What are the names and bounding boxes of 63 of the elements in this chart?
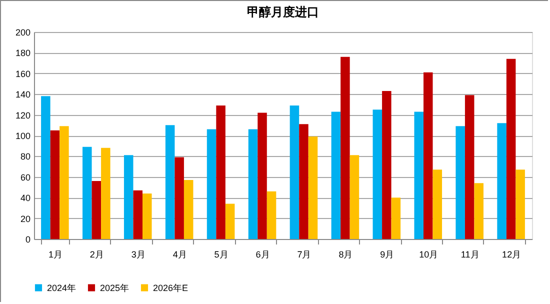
- bar: [101, 148, 110, 239]
- bar: [506, 58, 516, 239]
- bar: [516, 170, 525, 239]
- bar: [41, 96, 50, 239]
- x-tick-label: 7月: [297, 250, 312, 260]
- bar: [424, 72, 433, 239]
- legend-label: 2024年: [47, 282, 76, 293]
- bar: [331, 112, 341, 239]
- x-tick-label: 4月: [172, 250, 187, 260]
- y-tick-label: 200: [15, 28, 30, 38]
- y-tick-label: 160: [15, 68, 30, 79]
- y-tick-label: 180: [15, 48, 30, 58]
- y-tick-label: 60: [20, 172, 30, 182]
- bar: [133, 190, 142, 239]
- bar: [474, 183, 484, 239]
- bar: [60, 126, 69, 239]
- bar: [299, 124, 308, 239]
- x-tick-label: 3月: [131, 250, 146, 260]
- y-tick-label: 40: [20, 193, 30, 204]
- bar: [248, 129, 258, 239]
- bar: [206, 129, 216, 239]
- bar: [414, 112, 424, 239]
- y-tick-label: 140: [15, 90, 30, 100]
- bar: [290, 105, 300, 239]
- bar: [184, 180, 194, 239]
- bar: [165, 125, 175, 239]
- bar: [142, 193, 152, 239]
- x-tick-label: 10月: [419, 250, 438, 260]
- x-tick-label: 8月: [338, 250, 353, 260]
- legend-label: 2026年E: [153, 282, 188, 293]
- bar: [382, 90, 392, 239]
- bar: [225, 204, 235, 239]
- bar: [216, 105, 226, 239]
- y-tick-label: 100: [15, 131, 30, 141]
- x-tick-label: 1月: [48, 250, 62, 260]
- bar: [124, 155, 134, 239]
- bar: [372, 110, 382, 239]
- bar: [432, 170, 442, 239]
- x-tick-label: 12月: [502, 250, 522, 260]
- bar: [266, 191, 276, 239]
- bar: [497, 123, 506, 239]
- x-tick-label: 2月: [90, 250, 104, 260]
- bar: [464, 95, 474, 239]
- bar: [174, 157, 184, 239]
- y-tick-label: 120: [15, 110, 30, 120]
- y-tick-label: 80: [20, 152, 30, 162]
- bar: [340, 56, 350, 239]
- bar: [456, 126, 465, 239]
- bar: [308, 136, 318, 239]
- legend-label: 2025年: [100, 282, 130, 293]
- bar: [258, 112, 267, 239]
- x-tick-label: 9月: [380, 250, 394, 260]
- x-tick-label: 6月: [256, 250, 270, 260]
- y-tick-label: 20: [20, 214, 30, 224]
- bar: [50, 130, 60, 239]
- x-tick-label: 5月: [214, 250, 228, 260]
- bar: [92, 181, 102, 239]
- bar: [82, 146, 92, 239]
- bar: [391, 198, 401, 239]
- bar: [350, 155, 360, 239]
- chart-title: 甲醇月度进口: [247, 5, 319, 19]
- y-tick-label: 0: [25, 234, 30, 244]
- x-tick-label: 11月: [460, 250, 480, 260]
